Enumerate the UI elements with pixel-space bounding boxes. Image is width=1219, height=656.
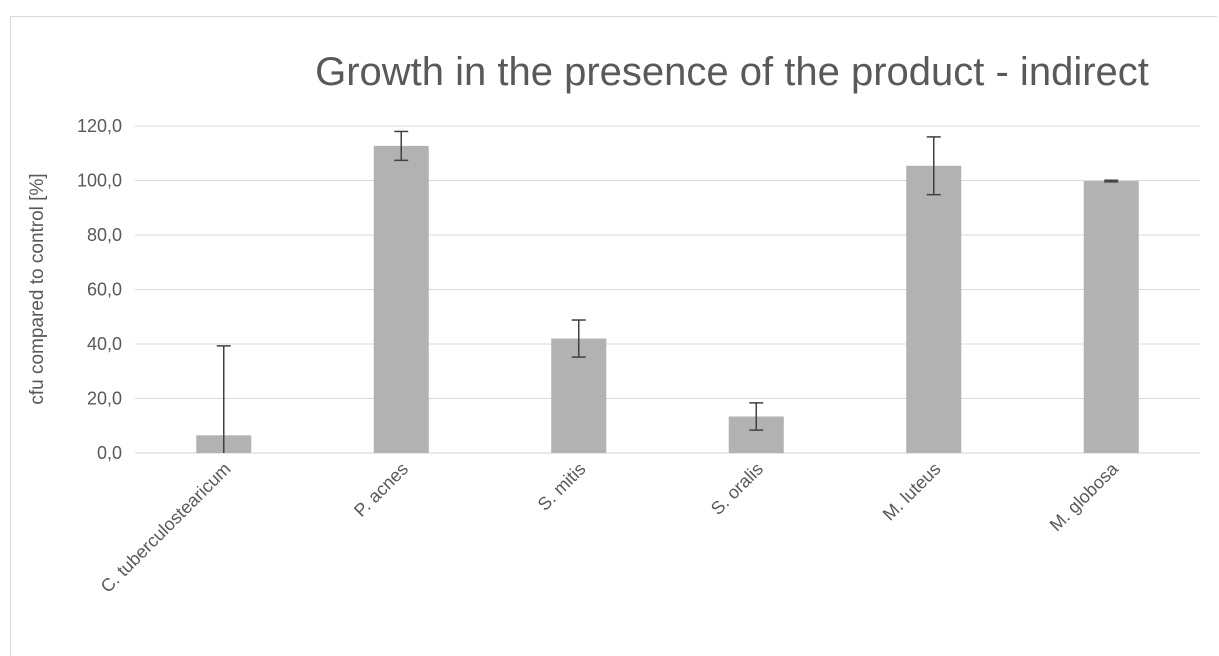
bars: [196, 145, 1139, 454]
bar: [906, 165, 962, 453]
x-tick-label: C. tuberculostearicum: [97, 459, 235, 597]
x-tick-label: M. globosa: [1046, 458, 1123, 535]
error-bar: [1104, 179, 1119, 183]
x-tick-label: S. mitis: [534, 459, 590, 515]
error-bars: [216, 130, 1119, 453]
chart-title: Growth in the presence of the product - …: [315, 50, 1149, 94]
bar: [373, 145, 429, 453]
y-tick-label: 0,0: [97, 443, 122, 463]
y-tick-labels: 0,0 20,0 40,0 60,0 80,0 100,0 120,0: [77, 116, 122, 463]
y-tick-label: 120,0: [77, 116, 122, 136]
error-bar: [394, 130, 409, 162]
error-bar: [926, 136, 941, 196]
gridlines: [135, 125, 1200, 454]
y-tick-label: 20,0: [87, 389, 122, 409]
error-bar: [571, 319, 586, 358]
y-tick-label: 40,0: [87, 334, 122, 354]
y-tick-label: 80,0: [87, 225, 122, 245]
error-bar: [216, 345, 231, 453]
y-tick-label: 100,0: [77, 171, 122, 191]
error-bar: [749, 402, 764, 431]
x-tick-label: M. luteus: [879, 459, 945, 525]
y-axis-label: cfu compared to control [%]: [27, 173, 48, 404]
x-tick-label: P. acnes: [350, 459, 412, 521]
x-tick-label: S. oralis: [707, 459, 767, 519]
chart-area: [10, 16, 1217, 656]
y-tick-label: 60,0: [87, 280, 122, 300]
bar: [1083, 181, 1139, 454]
x-tick-labels: C. tuberculostearicum P. acnes S. mitis S. …: [97, 458, 1123, 597]
